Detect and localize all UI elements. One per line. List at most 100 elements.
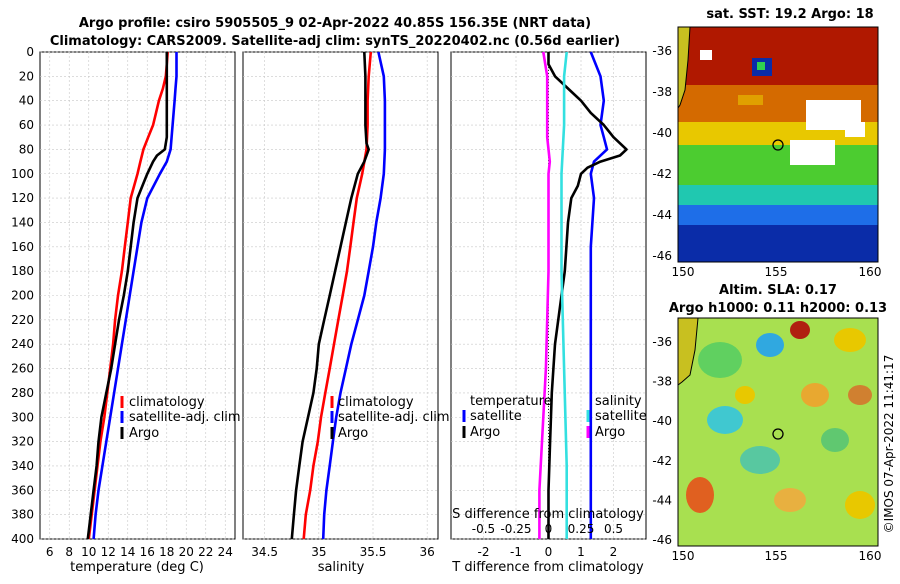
x-tick-label: 35	[311, 545, 326, 559]
series-line-temperature-argo	[547, 52, 628, 539]
map-x-tick-label: 155	[765, 265, 788, 279]
depth-tick-label: 80	[19, 142, 34, 156]
sst-map	[677, 26, 879, 263]
map-x-tick-label: 150	[672, 549, 695, 563]
map-y-tick-label: -38	[652, 85, 672, 99]
map-y-tick-label: -42	[652, 454, 672, 468]
legend-title-temperature: temperature	[470, 394, 552, 409]
legend-label-climatology: climatology	[129, 395, 205, 410]
depth-tick-label: 120	[11, 191, 34, 205]
x-tick-label: 1	[577, 545, 585, 559]
plot-title-line1: Argo profile: csiro 5905505_9 02-Apr-202…	[79, 16, 591, 31]
depth-tick-label: 160	[11, 240, 34, 254]
depth-tick-label: 400	[11, 532, 34, 546]
depth-tick-label: 380	[11, 508, 34, 522]
legend-title-salinity: salinity	[595, 394, 642, 409]
sla-map-title-line2: Argo h1000: 0.11 h2000: 0.13	[669, 301, 887, 316]
difference-xlabel: T difference from climatology	[451, 560, 644, 575]
depth-tick-label: 260	[11, 362, 34, 376]
argo-position-marker	[772, 139, 784, 151]
legend-label-satellite: satellite-adj. clim	[129, 410, 241, 425]
depth-tick-label: 40	[19, 94, 34, 108]
x-tick-label: 10	[81, 545, 96, 559]
x-tick-label: -2	[478, 545, 490, 559]
difference-legend-salinity: salinity satellite Argo	[586, 394, 647, 440]
map-y-tick-label: -44	[652, 208, 672, 222]
map-y-tick-label: -36	[652, 44, 672, 58]
map-x-tick-label: 160	[859, 549, 882, 563]
argo-position-marker	[772, 428, 784, 440]
series-line-salinity-argo	[538, 51, 552, 539]
map-y-tick-label: -38	[652, 375, 672, 389]
series-line-satellite-adj-clim	[92, 52, 178, 540]
x-tick-label: 18	[159, 545, 174, 559]
map-y-tick-label: -44	[652, 493, 672, 507]
x-tick-label: 34.5	[251, 545, 278, 559]
series-line-climatology	[302, 51, 373, 540]
depth-tick-label: 220	[11, 313, 34, 327]
series-line-temperature-satellite	[589, 51, 609, 539]
x-tick-label: 0	[545, 545, 553, 559]
s-diff-tick-label: 0.5	[604, 522, 623, 536]
map-x-tick-label: 160	[859, 265, 882, 279]
series-line-argo	[290, 51, 371, 540]
depth-tick-label: 100	[11, 167, 34, 181]
x-tick-label: 16	[140, 545, 155, 559]
s-diff-tick-label: 0	[545, 522, 553, 536]
temperature-legend: climatology satellite-adj. clim Argo	[120, 395, 241, 441]
map-y-tick-label: -40	[652, 126, 672, 140]
sst-map-title: sat. SST: 19.2 Argo: 18	[706, 7, 873, 22]
temperature-xlabel: temperature (deg C)	[70, 560, 204, 575]
map-x-tick-label: 150	[672, 265, 695, 279]
depth-tick-label: 60	[19, 118, 34, 132]
legend-label-t-satellite: satellite	[470, 409, 522, 424]
depth-tick-label: 180	[11, 264, 34, 278]
sla-map	[677, 317, 879, 547]
depth-tick-label: 140	[11, 215, 34, 229]
map-y-tick-label: -36	[652, 335, 672, 349]
depth-tick-label: 340	[11, 459, 34, 473]
series-line-satellite-adj-clim	[321, 51, 387, 540]
legend-label-s-argo: Argo	[595, 425, 625, 440]
x-tick-label: 12	[101, 545, 116, 559]
depth-tick-label: 200	[11, 289, 34, 303]
depth-tick-label: 300	[11, 410, 34, 424]
legend-label-t-argo: Argo	[470, 425, 500, 440]
series-line-argo	[86, 52, 169, 540]
map-y-tick-label: -40	[652, 414, 672, 428]
depth-tick-label: 20	[19, 69, 34, 83]
depth-tick-label: 240	[11, 337, 34, 351]
s-diff-tick-label: -0.5	[472, 522, 495, 536]
s-diff-tick-label: 0.25	[568, 522, 595, 536]
legend-label-satellite: satellite-adj. clim	[338, 410, 450, 425]
map-y-tick-label: -46	[652, 533, 672, 547]
legend-label-argo: Argo	[129, 426, 159, 441]
x-tick-label: -1	[510, 545, 522, 559]
x-tick-label: 20	[179, 545, 194, 559]
depth-tick-label: 320	[11, 435, 34, 449]
x-tick-label: 8	[65, 545, 73, 559]
salinity-legend: climatology satellite-adj. clim Argo	[330, 395, 450, 441]
difference-legend-temperature: temperature satellite Argo	[462, 394, 552, 440]
salinity-difference-axis-label: S difference from climatology	[452, 507, 644, 522]
map-x-tick-label: 155	[765, 549, 788, 563]
legend-label-argo: Argo	[338, 426, 368, 441]
depth-tick-label: 280	[11, 386, 34, 400]
legend-label-s-satellite: satellite	[595, 409, 647, 424]
x-tick-label: 14	[120, 545, 135, 559]
footer-stamp: ©IMOS 07-Apr-2022 11:41:17	[882, 355, 896, 534]
map-y-tick-label: -46	[652, 249, 672, 263]
plot-title-line2: Climatology: CARS2009. Satellite-adj cli…	[50, 34, 620, 49]
series-line-climatology	[87, 51, 169, 540]
map-y-tick-label: -42	[652, 167, 672, 181]
sla-map-title-line1: Altim. SLA: 0.17	[719, 283, 837, 298]
s-diff-tick-label: -0.25	[500, 522, 531, 536]
x-tick-label: 35.5	[360, 545, 387, 559]
depth-tick-label: 0	[26, 45, 34, 59]
x-tick-label: 6	[46, 545, 54, 559]
x-tick-label: 2	[610, 545, 618, 559]
x-tick-label: 22	[198, 545, 213, 559]
depth-tick-label: 360	[11, 483, 34, 497]
series-line-salinity-satellite	[560, 51, 569, 539]
legend-label-climatology: climatology	[338, 395, 414, 410]
